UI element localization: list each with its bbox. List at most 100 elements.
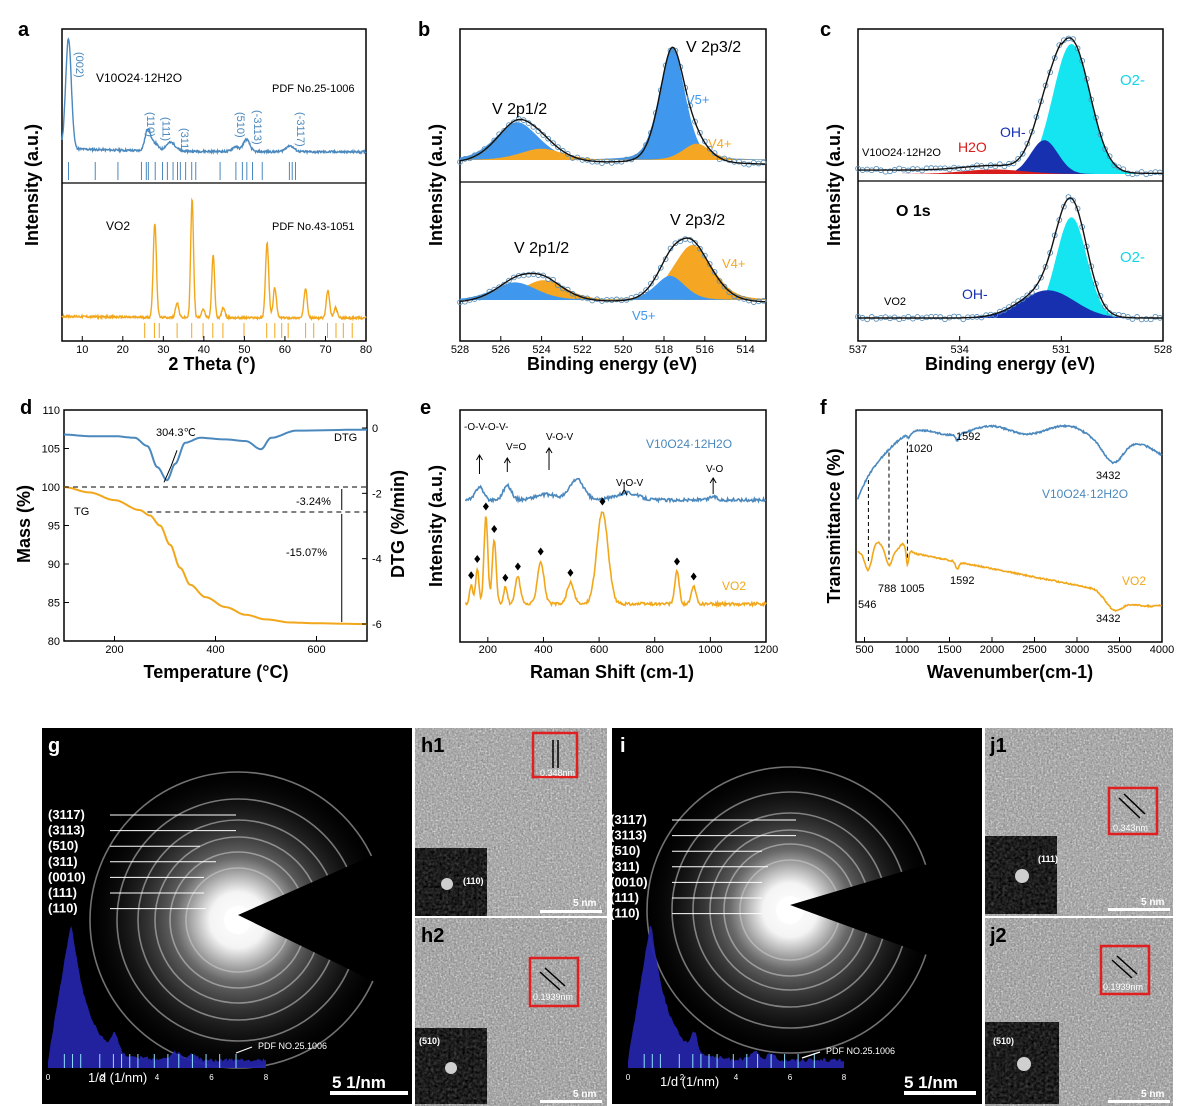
hrtem-j2-scalebar: [1108, 1100, 1170, 1103]
hrtem-h1-scalebar: [540, 910, 602, 913]
xps-raw-point: [496, 284, 503, 291]
xps-raw-point: [760, 159, 767, 166]
xps-raw-point: [652, 274, 659, 281]
xps-raw-point: [638, 151, 645, 158]
xps-component-H2O: [858, 169, 1163, 174]
saed-hkl-label: (510): [610, 843, 640, 858]
raman-peak-marker: [567, 568, 574, 577]
saed-profile-tick: 8: [264, 1073, 269, 1082]
xps-raw-point: [599, 160, 605, 167]
panel-f-bottom-label-3432: 3432: [1096, 613, 1120, 625]
panel-c-ylabel: Intensity (a.u.): [824, 124, 844, 246]
panel-f-ylabel: Transmittance (%): [824, 448, 844, 603]
panel-a-xlabel: 2 Theta (°): [168, 354, 255, 374]
xps-component-O2: [858, 217, 1163, 318]
saed-profile-tick: 6: [209, 1073, 214, 1082]
ftir-top-curve: [856, 423, 1163, 500]
saed-profile-tick: 8: [842, 1073, 847, 1082]
panel-c-xlabel: Binding energy (eV): [925, 354, 1095, 374]
panel-b-top-v5-label: V5+: [686, 92, 710, 107]
xps-raw-point: [721, 283, 728, 290]
raman-band-arrowhead: [709, 477, 717, 484]
hrtem-j1-fringe-b: [1123, 793, 1146, 815]
ftir-xtick-label: 3000: [1065, 644, 1089, 656]
saed-left-scale-label: 5 1/nm: [332, 1073, 386, 1092]
xps-raw-point: [914, 166, 921, 172]
xps-fit-envelope: [858, 197, 1163, 319]
panel-b-bottom-v5-label: V5+: [632, 308, 656, 323]
panel-b: b 528 526 524 522 520 518 516 514 V 2p3/2 V 2p1…: [418, 19, 767, 374]
panel-a-ylabel: Intensity (a.u.): [22, 124, 42, 246]
saed-profile-tick: 4: [734, 1073, 739, 1082]
tg-ytick-label: 110: [42, 405, 60, 417]
hrtem-h1-scale: 5 nm: [573, 898, 596, 909]
panel-a-top-series: [61, 37, 367, 180]
xps-component-V5: [460, 46, 766, 160]
hrtem-h1-spacing: 0.348nm: [540, 768, 575, 778]
xps-component-O2: [858, 44, 1163, 174]
saed-hkl-label: (3113): [610, 828, 647, 843]
panel-e-top-name: V10O24·12H2O: [646, 437, 732, 451]
raman-xtick-label: 200: [479, 644, 497, 656]
panel-f-top-name: V10O24·12H2O: [1042, 487, 1128, 501]
hrtem-h2-fringe-b: [544, 967, 566, 987]
panel-a-frame: [61, 28, 367, 342]
xps-raw-point: [955, 313, 962, 320]
panel-b-x-ticks: 528 526 524 522 520 518 516 514: [451, 336, 755, 356]
xps-raw-point: [1001, 163, 1008, 170]
xps-raw-point: [711, 269, 718, 275]
panel-b-bottom-v4-label: V4+: [722, 256, 746, 271]
xps-raw-point: [496, 131, 503, 138]
panel-e-bottom-name: VO2: [722, 579, 746, 593]
saed-hkl-label: (311): [48, 854, 78, 869]
xps-raw-point: [608, 297, 615, 303]
xps-raw-point: [1019, 296, 1026, 302]
saed-right-beam-stop: [790, 848, 982, 975]
xps-raw-point: [476, 150, 483, 157]
panel-letter-h2: h2: [421, 925, 444, 947]
panel-f-xlabel: Wavenumber(cm-1): [927, 662, 1093, 682]
xps-raw-point: [882, 314, 889, 320]
panel-b-bottom-series: [457, 236, 767, 306]
xps-fit-envelope: [459, 237, 766, 303]
xps-raw-point: [1015, 156, 1021, 162]
panel-e-xlabel: Raman Shift (cm-1): [530, 662, 694, 682]
saed-left-pdf-arrow: [235, 1046, 253, 1054]
xrd-xtick-label: 40: [198, 344, 210, 356]
hrtem-h2-fft-center: [445, 1062, 457, 1074]
tg-ytick-label: 90: [48, 559, 60, 571]
xps-raw-point: [873, 315, 880, 322]
panel-f-top-label-3432: 3432: [1096, 470, 1120, 482]
panel-f-top-label-1592: 1592: [956, 431, 980, 443]
saed-central-spot: [776, 896, 804, 924]
tg-ytick-label: 105: [42, 444, 60, 456]
panel-c-bottom-name: VO2: [884, 296, 906, 308]
hrtem-h2: (510) 0.1939nm h2 5 nm: [415, 918, 607, 1106]
ftir-xtick-label: 2000: [980, 644, 1004, 656]
xps-raw-point: [506, 277, 512, 284]
hrtem-j1-fringe-a: [1118, 797, 1141, 819]
saed-left-profile: 0 2 4 6 8: [46, 926, 269, 1082]
xps-b-xtick-label: 514: [736, 344, 754, 356]
hrtem-j1-fft-label: (111): [1038, 854, 1058, 864]
xps-raw-point: [1038, 274, 1044, 281]
panel-d-loss2-label: -15.07%: [286, 547, 327, 559]
ftir-xtick-label: 2500: [1022, 644, 1046, 656]
hrtem-j1-scalebar: [1108, 908, 1170, 911]
panel-d-frame: [63, 409, 368, 642]
xrd-top-curve: [61, 37, 367, 156]
panel-d-loss1-label: -3.24%: [296, 496, 331, 508]
ftir-xtick-label: 4000: [1150, 644, 1174, 656]
xps-raw-point: [706, 261, 713, 267]
xps-raw-point: [550, 140, 556, 146]
xrd-hkl-label: (510): [234, 112, 246, 138]
saed-profile-tick: 4: [155, 1073, 160, 1082]
hrtem-h1-roi: [531, 731, 579, 779]
xps-raw-point: [672, 240, 679, 247]
xrd-xtick-label: 50: [238, 344, 250, 356]
panel-a-x-ticks: 10 20 30 40 50 60 70 80: [76, 336, 372, 356]
raman-xtick-label: 1200: [754, 644, 778, 656]
xrd-hkl-label: (311): [178, 128, 190, 153]
panel-a-bottom-name: VO2: [106, 219, 130, 233]
raman-top-curve: [464, 477, 767, 504]
